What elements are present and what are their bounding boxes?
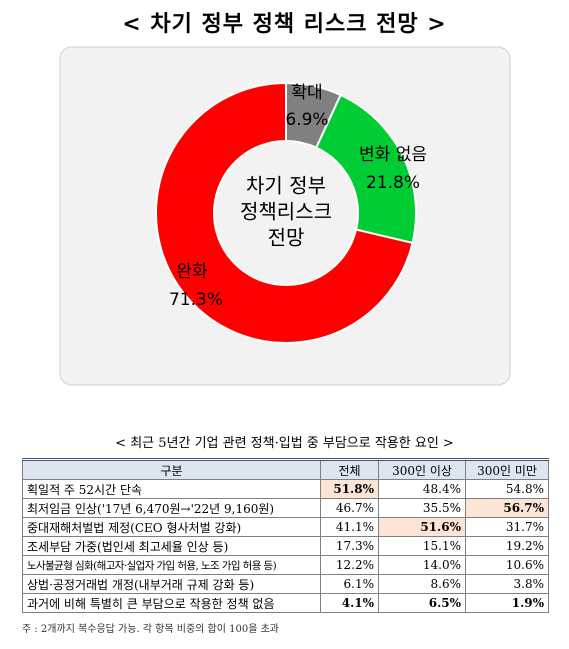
value-label: 21.8% — [366, 173, 420, 193]
table-row: 상법·공정거래법 개정(내부거래 규제 강화 등) 6.1% 8.6% 3.8% — [22, 574, 549, 594]
donut-segment — [314, 93, 417, 245]
value-label: 71.3% — [169, 290, 223, 310]
value-cell: 35.5% — [378, 498, 466, 518]
chart-frame — [59, 46, 511, 386]
label-cell: 상법·공정거래법 개정(내부거래 규제 강화 등) — [22, 574, 321, 594]
value-cell: 3.8% — [465, 574, 549, 594]
table-row: 노사불균형 심화(해고자·실업자 가입 허용, 노조 가입 허용 등) 12.2%… — [22, 555, 549, 575]
value-cell: 41.1% — [320, 517, 379, 537]
table-row: 최저임금 인상('17년 6,470원→'22년 9,160원) 46.7% 35.… — [22, 498, 549, 518]
value-cell: 48.4% — [378, 479, 466, 499]
value-cell: 17.3% — [320, 536, 379, 556]
value-cell: 1.9% — [465, 593, 549, 613]
page-title: < 차기 정부 정책 리스크 전망 > — [122, 11, 447, 37]
table-row: 과거에 비해 특별히 큰 부담으로 작용한 정책 없음 4.1% 6.5% 1.9% — [22, 593, 549, 613]
value-cell: 10.6% — [465, 555, 549, 575]
center-label: 차기 정부 — [246, 174, 326, 198]
value-cell: 46.7% — [320, 498, 379, 518]
header-row: 구분 전체 300인 이상 300인 미만 — [22, 458, 549, 480]
value-cell: 8.6% — [378, 574, 466, 594]
value-cell: 31.7% — [465, 517, 549, 537]
value-cell: 19.2% — [465, 536, 549, 556]
label-cell: 획일적 주 52시간 단속 — [22, 479, 321, 499]
value-cell: 14.0% — [378, 555, 466, 575]
label-cell: 과거에 비해 특별히 큰 부담으로 작용한 정책 없음 — [22, 593, 321, 613]
segment-label: 변화 없음 — [359, 145, 427, 165]
header-cell: 구분 — [22, 458, 321, 480]
table-row: 조세부담 가중(법인세 최고세율 인상 등) 17.3% 15.1% 19.2% — [22, 536, 549, 556]
label-cell: 중대재해처벌법 제정(CEO 형사처벌 강화) — [22, 517, 321, 537]
table-row: 획일적 주 52시간 단속 51.8% 48.4% 54.8% — [22, 479, 549, 499]
value-cell: 56.7% — [465, 498, 549, 518]
table-title: < 최근 5년간 기업 관련 정책·입법 중 부담으로 작용한 요인 > — [115, 436, 454, 451]
value-cell: 51.8% — [320, 479, 379, 499]
value-cell: 6.5% — [378, 593, 466, 613]
value-cell: 4.1% — [320, 593, 379, 613]
header-cell: 300인 이상 — [378, 458, 466, 480]
value-cell: 6.1% — [320, 574, 379, 594]
value-cell: 51.6% — [378, 517, 466, 537]
segment-label: 완화 — [176, 262, 208, 282]
label-cell: 노사불균형 심화(해고자·실업자 가입 허용, 노조 가입 허용 등) — [22, 555, 321, 575]
value-cell: 54.8% — [465, 479, 549, 499]
table: 구분 전체 300인 이상 300인 미만 획일적 주 52시간 단속 51.8% 48.… — [22, 458, 549, 613]
donut-segment — [155, 81, 414, 344]
header-cell: 300인 미만 — [465, 458, 549, 480]
value-cell: 15.1% — [378, 536, 466, 556]
value-label: 6.9% — [285, 110, 328, 130]
value-cell: 12.2% — [320, 555, 379, 575]
table-row: 중대재해처벌법 제정(CEO 형사처벌 강화) 41.1% 51.6% 31.7% — [22, 517, 549, 537]
center-label: 전망 — [268, 226, 305, 250]
center-label: 정책리스크 — [240, 200, 332, 224]
segment-label: 확대 — [291, 83, 322, 103]
header-cell: 전체 — [320, 458, 379, 480]
footnote: 주 : 2개까지 복수응답 가능. 각 항목 비중의 합이 100을 초과 — [22, 624, 279, 635]
label-cell: 최저임금 인상('17년 6,470원→'22년 9,160원) — [22, 498, 321, 518]
label-cell: 조세부담 가중(법인세 최고세율 인상 등) — [22, 536, 321, 556]
